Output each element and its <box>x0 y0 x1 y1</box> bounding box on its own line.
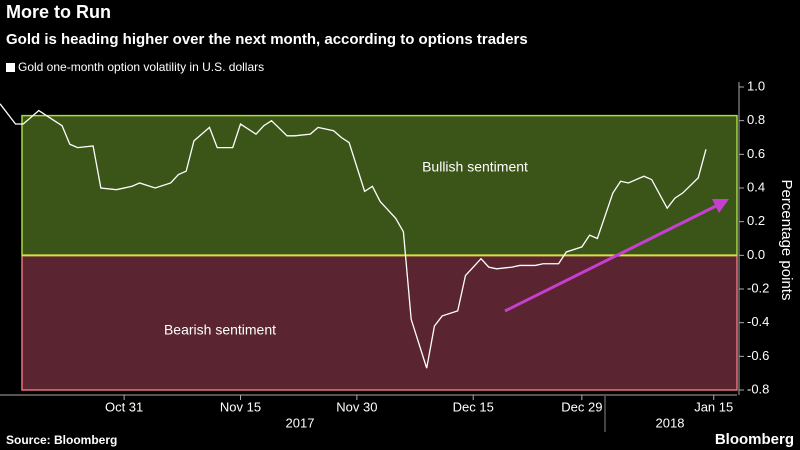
sentiment-zone <box>21 254 738 391</box>
x-tick-label: Dec 15 <box>453 399 494 414</box>
y-tick-label: 1.0 <box>747 78 765 93</box>
data-line <box>0 103 707 369</box>
x-tick-label: Dec 29 <box>561 399 602 414</box>
x-tick-label: Nov 15 <box>220 399 261 414</box>
y-tick-label: 0.8 <box>747 112 765 127</box>
x-tick-label: Jan 15 <box>694 399 733 414</box>
sentiment-zone <box>21 114 738 257</box>
trend-arrow-head <box>712 199 729 213</box>
source: Source: Bloomberg <box>6 433 117 447</box>
chart-title: More to Run <box>6 2 111 22</box>
y-tick-label: 0.0 <box>747 247 765 262</box>
y-tick-label: 0.2 <box>747 213 765 228</box>
legend-label: Gold one-month option volatility in U.S.… <box>18 60 264 74</box>
x-tick-label: Nov 30 <box>336 399 377 414</box>
y-tick-label: -0.4 <box>747 314 769 329</box>
legend-swatch <box>6 63 15 72</box>
year-label: 2018 <box>656 415 685 430</box>
x-tick-label: Oct 31 <box>105 399 143 414</box>
brand: Bloomberg <box>715 431 794 448</box>
year-label: 2017 <box>286 415 315 430</box>
y-tick-label: -0.8 <box>747 381 769 396</box>
y-tick-label: 0.6 <box>747 146 765 161</box>
y-tick-label: -0.6 <box>747 348 769 363</box>
zone-label: Bullish sentiment <box>422 159 528 175</box>
y-tick-label: -0.2 <box>747 280 769 295</box>
zone-label: Bearish sentiment <box>164 322 276 338</box>
chart-subtitle: Gold is heading higher over the next mon… <box>6 31 528 48</box>
y-axis-label: Percentage points <box>778 180 795 301</box>
y-tick-label: 0.4 <box>747 179 765 194</box>
trend-arrow <box>504 203 719 313</box>
